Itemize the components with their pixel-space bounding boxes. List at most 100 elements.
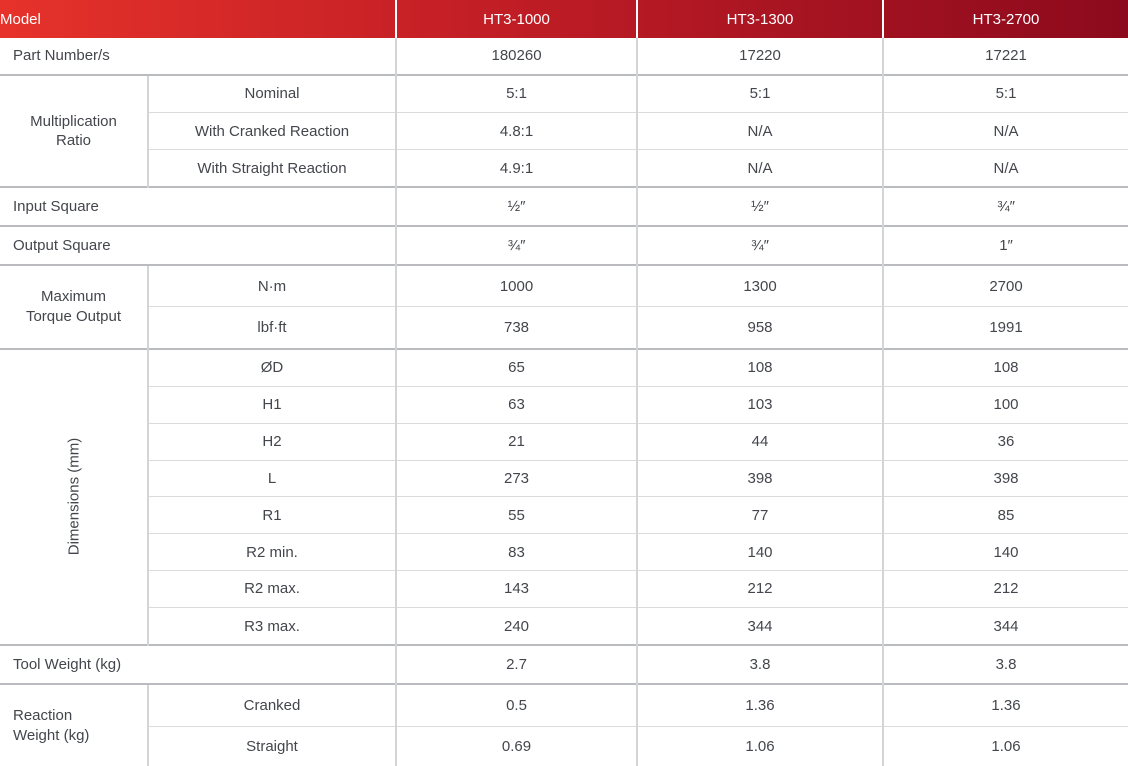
- row-dim-l: L 273 398 398: [0, 459, 1128, 497]
- reaction-cranked-value-0: 0.5: [395, 683, 638, 727]
- row-dim-r2max: R2 max. 143 212 212: [0, 570, 1128, 608]
- input-square-value-2: ¾″: [882, 186, 1128, 227]
- output-square-label: Output Square: [0, 225, 397, 265]
- dim-od-value-0: 65: [395, 347, 638, 387]
- dim-r1-value-0: 55: [395, 496, 638, 534]
- dim-h2-label: H2: [146, 422, 397, 461]
- dim-r2max-value-0: 143: [395, 570, 638, 608]
- row-part-number: Part Number/s 180260 17220 17221: [0, 38, 1128, 75]
- input-square-value-0: ½″: [395, 186, 638, 227]
- dimensions-group-text: Dimensions (mm): [64, 438, 82, 556]
- dim-l-value-1: 398: [636, 459, 884, 497]
- row-reaction-straight: Straight 0.69 1.06 1.06: [0, 725, 1128, 766]
- mult-ratio-nominal-value-0: 5:1: [395, 73, 638, 113]
- reaction-straight-label: Straight: [146, 725, 397, 766]
- torque-lbfft-value-2: 1991: [882, 306, 1128, 349]
- dim-r3max-label: R3 max.: [146, 606, 397, 646]
- torque-nm-value-1: 1300: [636, 263, 884, 307]
- reaction-cranked-label: Cranked: [146, 683, 397, 727]
- dim-od-label: ØD: [146, 347, 397, 387]
- tool-weight-value-0: 2.7: [395, 644, 638, 685]
- row-mult-ratio-straight: With Straight Reaction 4.9:1 N/A N/A: [0, 148, 1128, 188]
- mult-ratio-nominal-value-1: 5:1: [636, 73, 884, 113]
- mult-ratio-cranked-label: With Cranked Reaction: [146, 112, 397, 150]
- dim-r2max-value-2: 212: [882, 570, 1128, 608]
- row-dim-r2min: R2 min. 83 140 140: [0, 533, 1128, 571]
- mult-ratio-group-label: Multiplication Ratio: [0, 73, 148, 188]
- dim-r1-label: R1: [146, 496, 397, 534]
- torque-nm-label: N·m: [146, 263, 397, 307]
- dim-r2max-label: R2 max.: [146, 570, 397, 608]
- output-square-value-1: ¾″: [636, 225, 884, 265]
- dim-l-value-2: 398: [882, 459, 1128, 497]
- row-mult-ratio-cranked: With Cranked Reaction 4.8:1 N/A N/A: [0, 112, 1128, 150]
- tool-weight-label: Tool Weight (kg): [0, 644, 397, 685]
- table-header-row: Model HT3-1000 HT3-1300 HT3-2700: [0, 0, 1128, 38]
- part-number-value-2: 17221: [882, 38, 1128, 75]
- dim-h1-value-0: 63: [395, 386, 638, 424]
- mult-ratio-nominal-value-2: 5:1: [882, 73, 1128, 113]
- row-dim-h1: H1 63 103 100: [0, 386, 1128, 424]
- dim-r1-value-1: 77: [636, 496, 884, 534]
- reaction-weight-group-label: Reaction Weight (kg): [0, 683, 148, 766]
- reaction-cranked-value-1: 1.36: [636, 683, 884, 727]
- header-model-label: Model: [0, 10, 41, 28]
- dim-r3max-value-0: 240: [395, 606, 638, 646]
- dim-r3max-value-1: 344: [636, 606, 884, 646]
- row-reaction-cranked: Reaction Weight (kg) Cranked 0.5 1.36 1.…: [0, 683, 1128, 766]
- mult-ratio-straight-value-2: N/A: [882, 148, 1128, 188]
- torque-nm-value-2: 2700: [882, 263, 1128, 307]
- dim-h1-value-1: 103: [636, 386, 884, 424]
- mult-ratio-cranked-value-2: N/A: [882, 112, 1128, 150]
- output-square-value-2: 1″: [882, 225, 1128, 265]
- output-square-value-0: ¾″: [395, 225, 638, 265]
- torque-lbfft-value-1: 958: [636, 306, 884, 349]
- reaction-straight-value-0: 0.69: [395, 725, 638, 766]
- dim-r2min-label: R2 min.: [146, 533, 397, 571]
- row-torque-lbfft: lbf·ft 738 958 1991: [0, 306, 1128, 349]
- torque-lbfft-label: lbf·ft: [146, 306, 397, 349]
- part-number-value-0: 180260: [395, 38, 638, 75]
- header-column-ht3-1000: HT3-1000: [395, 0, 638, 38]
- dim-od-value-2: 108: [882, 347, 1128, 387]
- mult-ratio-straight-value-0: 4.9:1: [395, 148, 638, 188]
- max-torque-group-label: Maximum Torque Output: [0, 263, 148, 349]
- reaction-weight-group-text: Reaction Weight (kg): [13, 707, 90, 744]
- part-number-value-1: 17220: [636, 38, 884, 75]
- dim-r1-value-2: 85: [882, 496, 1128, 534]
- row-mult-ratio-nominal: Multiplication Ratio Nominal 5:1 5:1 5:1: [0, 73, 1128, 188]
- mult-ratio-nominal-label: Nominal: [146, 73, 397, 113]
- reaction-straight-value-1: 1.06: [636, 725, 884, 766]
- dim-r2max-value-1: 212: [636, 570, 884, 608]
- dimensions-group-label: Dimensions (mm): [0, 347, 148, 646]
- row-dim-h2: H2 21 44 36: [0, 422, 1128, 461]
- header-column-ht3-1300: HT3-1300: [636, 0, 884, 38]
- row-input-square: Input Square ½″ ½″ ¾″: [0, 186, 1128, 227]
- row-tool-weight: Tool Weight (kg) 2.7 3.8 3.8: [0, 644, 1128, 685]
- dim-h1-value-2: 100: [882, 386, 1128, 424]
- dim-r2min-value-0: 83: [395, 533, 638, 571]
- part-number-label: Part Number/s: [0, 38, 397, 75]
- mult-ratio-cranked-value-0: 4.8:1: [395, 112, 638, 150]
- row-dim-od: Dimensions (mm) ØD 65 108 108: [0, 347, 1128, 646]
- tool-weight-value-1: 3.8: [636, 644, 884, 685]
- input-square-label: Input Square: [0, 186, 397, 227]
- reaction-cranked-value-2: 1.36: [882, 683, 1128, 727]
- mult-ratio-cranked-value-1: N/A: [636, 112, 884, 150]
- dim-h2-value-2: 36: [882, 422, 1128, 461]
- dim-l-value-0: 273: [395, 459, 638, 497]
- input-square-value-1: ½″: [636, 186, 884, 227]
- tool-weight-value-2: 3.8: [882, 644, 1128, 685]
- dim-r2min-value-1: 140: [636, 533, 884, 571]
- torque-nm-value-0: 1000: [395, 263, 638, 307]
- dim-h1-label: H1: [146, 386, 397, 424]
- reaction-straight-value-2: 1.06: [882, 725, 1128, 766]
- dim-od-value-1: 108: [636, 347, 884, 387]
- row-dim-r1: R1 55 77 85: [0, 496, 1128, 534]
- row-torque-nm: Maximum Torque Output N·m 1000 1300 2700: [0, 263, 1128, 349]
- header-column-ht3-2700: HT3-2700: [882, 0, 1128, 38]
- dim-h2-value-0: 21: [395, 422, 638, 461]
- mult-ratio-straight-label: With Straight Reaction: [146, 148, 397, 188]
- dim-r3max-value-2: 344: [882, 606, 1128, 646]
